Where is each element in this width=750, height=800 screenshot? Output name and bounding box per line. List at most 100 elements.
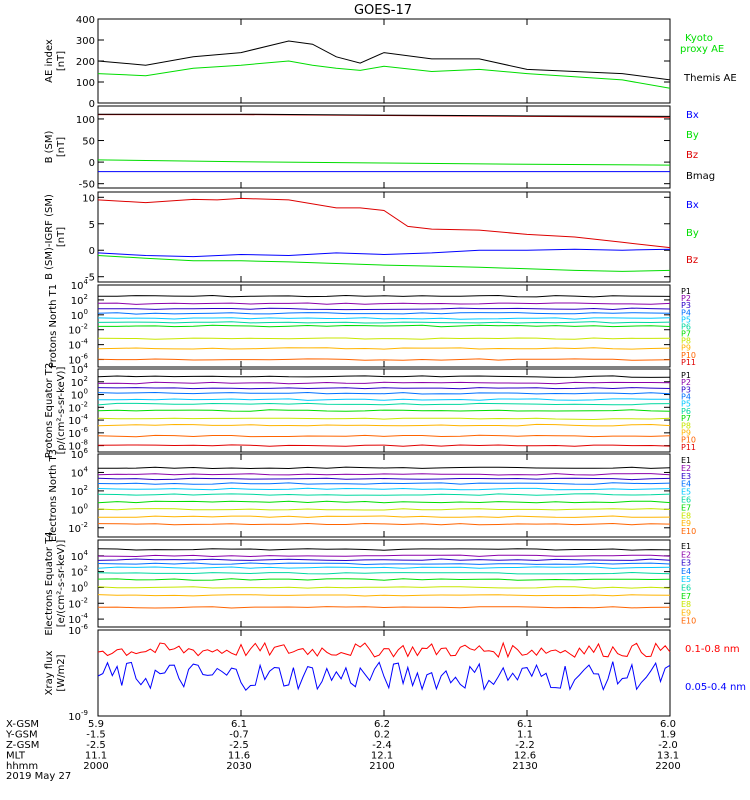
legend-entry: E3 <box>681 559 691 568</box>
x-tick-label: 6.0 <box>660 719 676 730</box>
series-line <box>97 417 671 421</box>
y-tick-label: 300 <box>76 36 95 47</box>
series-line <box>97 586 671 589</box>
y-tick-label: 5 <box>89 220 95 231</box>
legend-entry: E8 <box>681 511 691 520</box>
series-line <box>97 312 671 315</box>
series-line <box>97 387 671 390</box>
legend-entry: Bx <box>686 200 699 211</box>
series-line <box>97 466 671 470</box>
y-tick-label: 0 <box>89 99 95 110</box>
x-tick-label: 5.9 <box>88 719 104 730</box>
series-line <box>97 661 671 692</box>
y-tick-label: 104 <box>71 278 89 292</box>
series-line <box>97 578 671 581</box>
legend-entry: E7 <box>681 503 691 512</box>
legend-entry: 0.05-0.4 nm <box>685 682 746 693</box>
legend-entry: E8 <box>681 600 691 609</box>
legend-entry: P1 <box>681 371 691 380</box>
legend-entry: P9 <box>681 428 691 437</box>
series-line <box>97 508 671 511</box>
x-tick-label: -2.2 <box>515 740 535 751</box>
panel-bdiff: B (SM)-IGRF (SM) [nT] -5 0 5 10 Bx By Bz <box>44 191 699 284</box>
x-tick-label: 6.1 <box>231 719 247 730</box>
y-tick-label: 102 <box>71 484 88 498</box>
series-line <box>97 562 671 566</box>
series-line <box>97 294 671 298</box>
legend-entry: E1 <box>681 456 691 465</box>
y-tick-label: 104 <box>71 465 89 479</box>
x-tick-label: 2200 <box>655 761 680 772</box>
legend-entry: Bx <box>686 110 699 121</box>
panel-protons_t2: Protons Equator T2 [p/(cm²-s-sr-keV)] 1041… <box>44 362 696 458</box>
x-tick-label: -2.5 <box>86 740 106 751</box>
x-tick-label: -2.0 <box>658 740 678 751</box>
x-row-name: MLT <box>6 751 26 762</box>
series-line <box>97 391 671 395</box>
panel-frame <box>97 18 671 104</box>
x-tick-label: 6.2 <box>374 719 390 730</box>
legend-entry: E7 <box>681 592 691 601</box>
y-tick-label: 10-2 <box>68 521 88 535</box>
axis-unit: [p/(cm²-s-sr-keV)] <box>56 367 67 455</box>
x-tick-label: 13.1 <box>657 751 679 762</box>
panel-protons_t1: Protons North T1 10410210010-210-410-6P1P… <box>48 278 696 368</box>
series-line <box>97 317 671 320</box>
series-line <box>97 487 671 491</box>
series-line <box>97 60 671 89</box>
x-tick-label: 2100 <box>369 761 394 772</box>
y-tick-label: 102 <box>71 293 88 307</box>
panel-electrons_t4: Electrons Equator T4 [e/(cm²-s-sr-keV)] 10… <box>44 531 696 635</box>
axis-unit: [nT] <box>56 137 67 157</box>
legend-entry: P1 <box>681 287 691 296</box>
y-tick-label: 400 <box>76 15 95 26</box>
series-line <box>97 594 671 597</box>
legend-entry: P2 <box>681 294 691 303</box>
y-tick-label: 106 <box>71 447 89 461</box>
y-tick-label: -5 <box>85 273 95 284</box>
legend-entry: P6 <box>681 407 691 416</box>
series-line <box>97 423 671 427</box>
x-row-name: hhmm <box>6 761 38 772</box>
legend-entry: P11 <box>681 443 696 452</box>
legend-entry: P5 <box>681 315 691 324</box>
legend-entry: proxy AE <box>680 44 724 55</box>
x-tick-label: 11.6 <box>228 751 250 762</box>
legend-entry: P4 <box>681 308 691 317</box>
legend-entry: Bz <box>686 255 698 266</box>
x-tick-label: 1.1 <box>517 730 533 741</box>
series-line <box>98 324 671 328</box>
y-tick-label: 104 <box>71 549 89 563</box>
legend-entry: E1 <box>681 542 691 551</box>
axis-label: B (SM)-IGRF (SM) <box>44 194 55 280</box>
x-tick-label: -2.4 <box>372 740 392 751</box>
series-line <box>97 500 671 504</box>
legend-entry: E4 <box>681 480 691 489</box>
y-tick-label: 10-6 <box>68 623 88 637</box>
axis-unit: [e/(cm²-s-sr-keV)] <box>56 540 67 628</box>
series-line <box>98 398 671 401</box>
axis-label: Xray flux <box>44 651 55 696</box>
series-line <box>97 515 671 518</box>
legend-entry: 0.1-0.8 nm <box>685 644 740 655</box>
series-line <box>97 375 671 378</box>
legend-entry: E6 <box>681 584 691 593</box>
x-tick-label: 6.1 <box>517 719 533 730</box>
y-tick-label: 50 <box>82 137 95 148</box>
series-line <box>97 302 671 305</box>
y-tick-label: 100 <box>76 78 95 89</box>
panel-bsm: B (SM) [nT] -50 0 50 100 Bx By Bz Bmag <box>44 105 715 191</box>
x-row-name: Z-GSM <box>6 740 39 751</box>
y-tick-label: 0 <box>89 158 95 169</box>
legend-entry: Bz <box>686 150 698 161</box>
legend-entry: E5 <box>681 488 691 497</box>
series-line <box>97 409 671 412</box>
y-tick-label: 100 <box>71 502 88 516</box>
legend-entry: P10 <box>681 436 696 445</box>
legend-entry: E10 <box>681 527 696 536</box>
x-date: 2019 May 27 <box>6 771 71 782</box>
y-tick-label: 10 <box>82 193 95 204</box>
legend-entry: E3 <box>681 472 691 481</box>
series-line <box>98 113 671 117</box>
series-line <box>97 641 671 659</box>
